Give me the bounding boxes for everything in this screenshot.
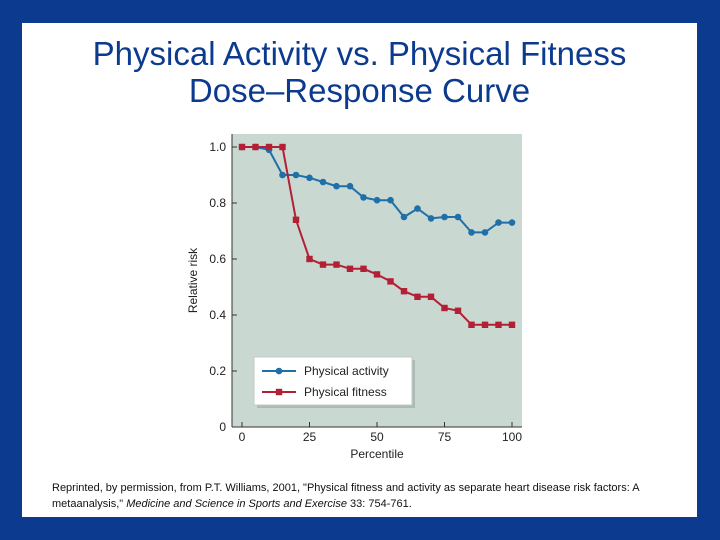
data-point-physical-activity <box>279 171 286 179</box>
legend-marker-physical-activity <box>275 367 283 375</box>
legend-entry: Physical activity <box>304 364 389 378</box>
data-point-physical-activity <box>333 182 340 190</box>
y-axis-label: Relative risk <box>186 247 200 313</box>
data-point-physical-activity <box>319 178 327 186</box>
legend-entry: Physical fitness <box>304 385 387 399</box>
data-point-physical-fitness <box>319 261 327 268</box>
data-point-physical-fitness <box>427 293 435 300</box>
data-point-physical-activity <box>468 229 475 236</box>
y-tick-label: 0.2 <box>209 364 226 378</box>
title-line-1: Physical Activity vs. Physical Fitness <box>92 35 627 72</box>
data-point-physical-activity <box>400 213 408 221</box>
data-point-physical-activity <box>346 182 354 190</box>
data-point-physical-fitness <box>481 321 489 328</box>
slide: Physical Activity vs. Physical Fitness D… <box>22 23 697 517</box>
data-point-physical-fitness <box>306 255 313 263</box>
data-point-physical-activity <box>495 219 502 226</box>
data-point-physical-fitness <box>495 321 502 328</box>
data-point-physical-fitness <box>265 143 273 151</box>
data-point-physical-fitness <box>454 307 462 314</box>
legend-box <box>253 356 413 406</box>
data-point-physical-fitness <box>292 216 300 223</box>
y-tick-label: 1.0 <box>209 140 226 154</box>
data-point-physical-fitness <box>387 278 394 285</box>
dose-response-chart: 0 0.2 0.4 0.6 0.8 1.0 0 25 50 75 100 Percentile Rela… <box>186 134 522 461</box>
data-point-physical-activity <box>292 171 300 179</box>
data-point-physical-fitness <box>252 143 259 151</box>
x-axis-label: Percentile <box>350 447 404 461</box>
data-point-physical-activity <box>306 174 313 182</box>
slide-title: Physical Activity vs. Physical Fitness D… <box>22 35 697 109</box>
citation-tail: 33: 754-761. <box>346 498 412 510</box>
data-point-physical-fitness <box>360 265 367 272</box>
data-point-physical-activity <box>373 196 381 204</box>
data-point-physical-activity <box>360 194 367 201</box>
title-line-2: Dose–Response Curve <box>188 72 531 109</box>
x-tick-label: 25 <box>303 430 317 444</box>
y-tick-label: 0 <box>219 420 226 434</box>
citation-journal: Medicine and Science in Sports and Exerc… <box>126 498 347 510</box>
data-point-physical-fitness <box>373 271 381 278</box>
data-point-physical-fitness <box>238 143 246 151</box>
data-point-physical-activity <box>414 205 421 212</box>
x-tick-label: 0 <box>239 430 246 444</box>
citation-text: Reprinted, by permission, from P.T. Will… <box>52 482 639 510</box>
y-tick-label: 0.6 <box>209 252 226 266</box>
data-point-physical-fitness <box>414 293 421 300</box>
data-point-physical-fitness <box>333 261 340 268</box>
data-point-physical-activity <box>508 219 516 226</box>
data-point-physical-activity <box>427 215 435 222</box>
data-point-physical-fitness <box>346 265 354 272</box>
data-point-physical-fitness <box>441 304 448 312</box>
legend-marker-physical-fitness <box>275 388 283 396</box>
x-tick-label: 75 <box>438 430 452 444</box>
y-tick-label: 0.4 <box>209 308 226 322</box>
data-point-physical-fitness <box>400 288 408 295</box>
data-point-physical-activity <box>454 213 462 221</box>
data-point-physical-fitness <box>508 321 516 328</box>
data-point-physical-activity <box>387 196 394 204</box>
y-tick-label: 0.8 <box>209 196 226 210</box>
x-tick-label: 50 <box>370 430 384 444</box>
x-tick-label: 100 <box>502 430 522 444</box>
data-point-physical-fitness <box>279 143 286 151</box>
data-point-physical-activity <box>481 229 489 236</box>
citation: Reprinted, by permission, from P.T. Will… <box>52 480 682 512</box>
data-point-physical-fitness <box>468 321 475 328</box>
data-point-physical-activity <box>441 213 448 221</box>
